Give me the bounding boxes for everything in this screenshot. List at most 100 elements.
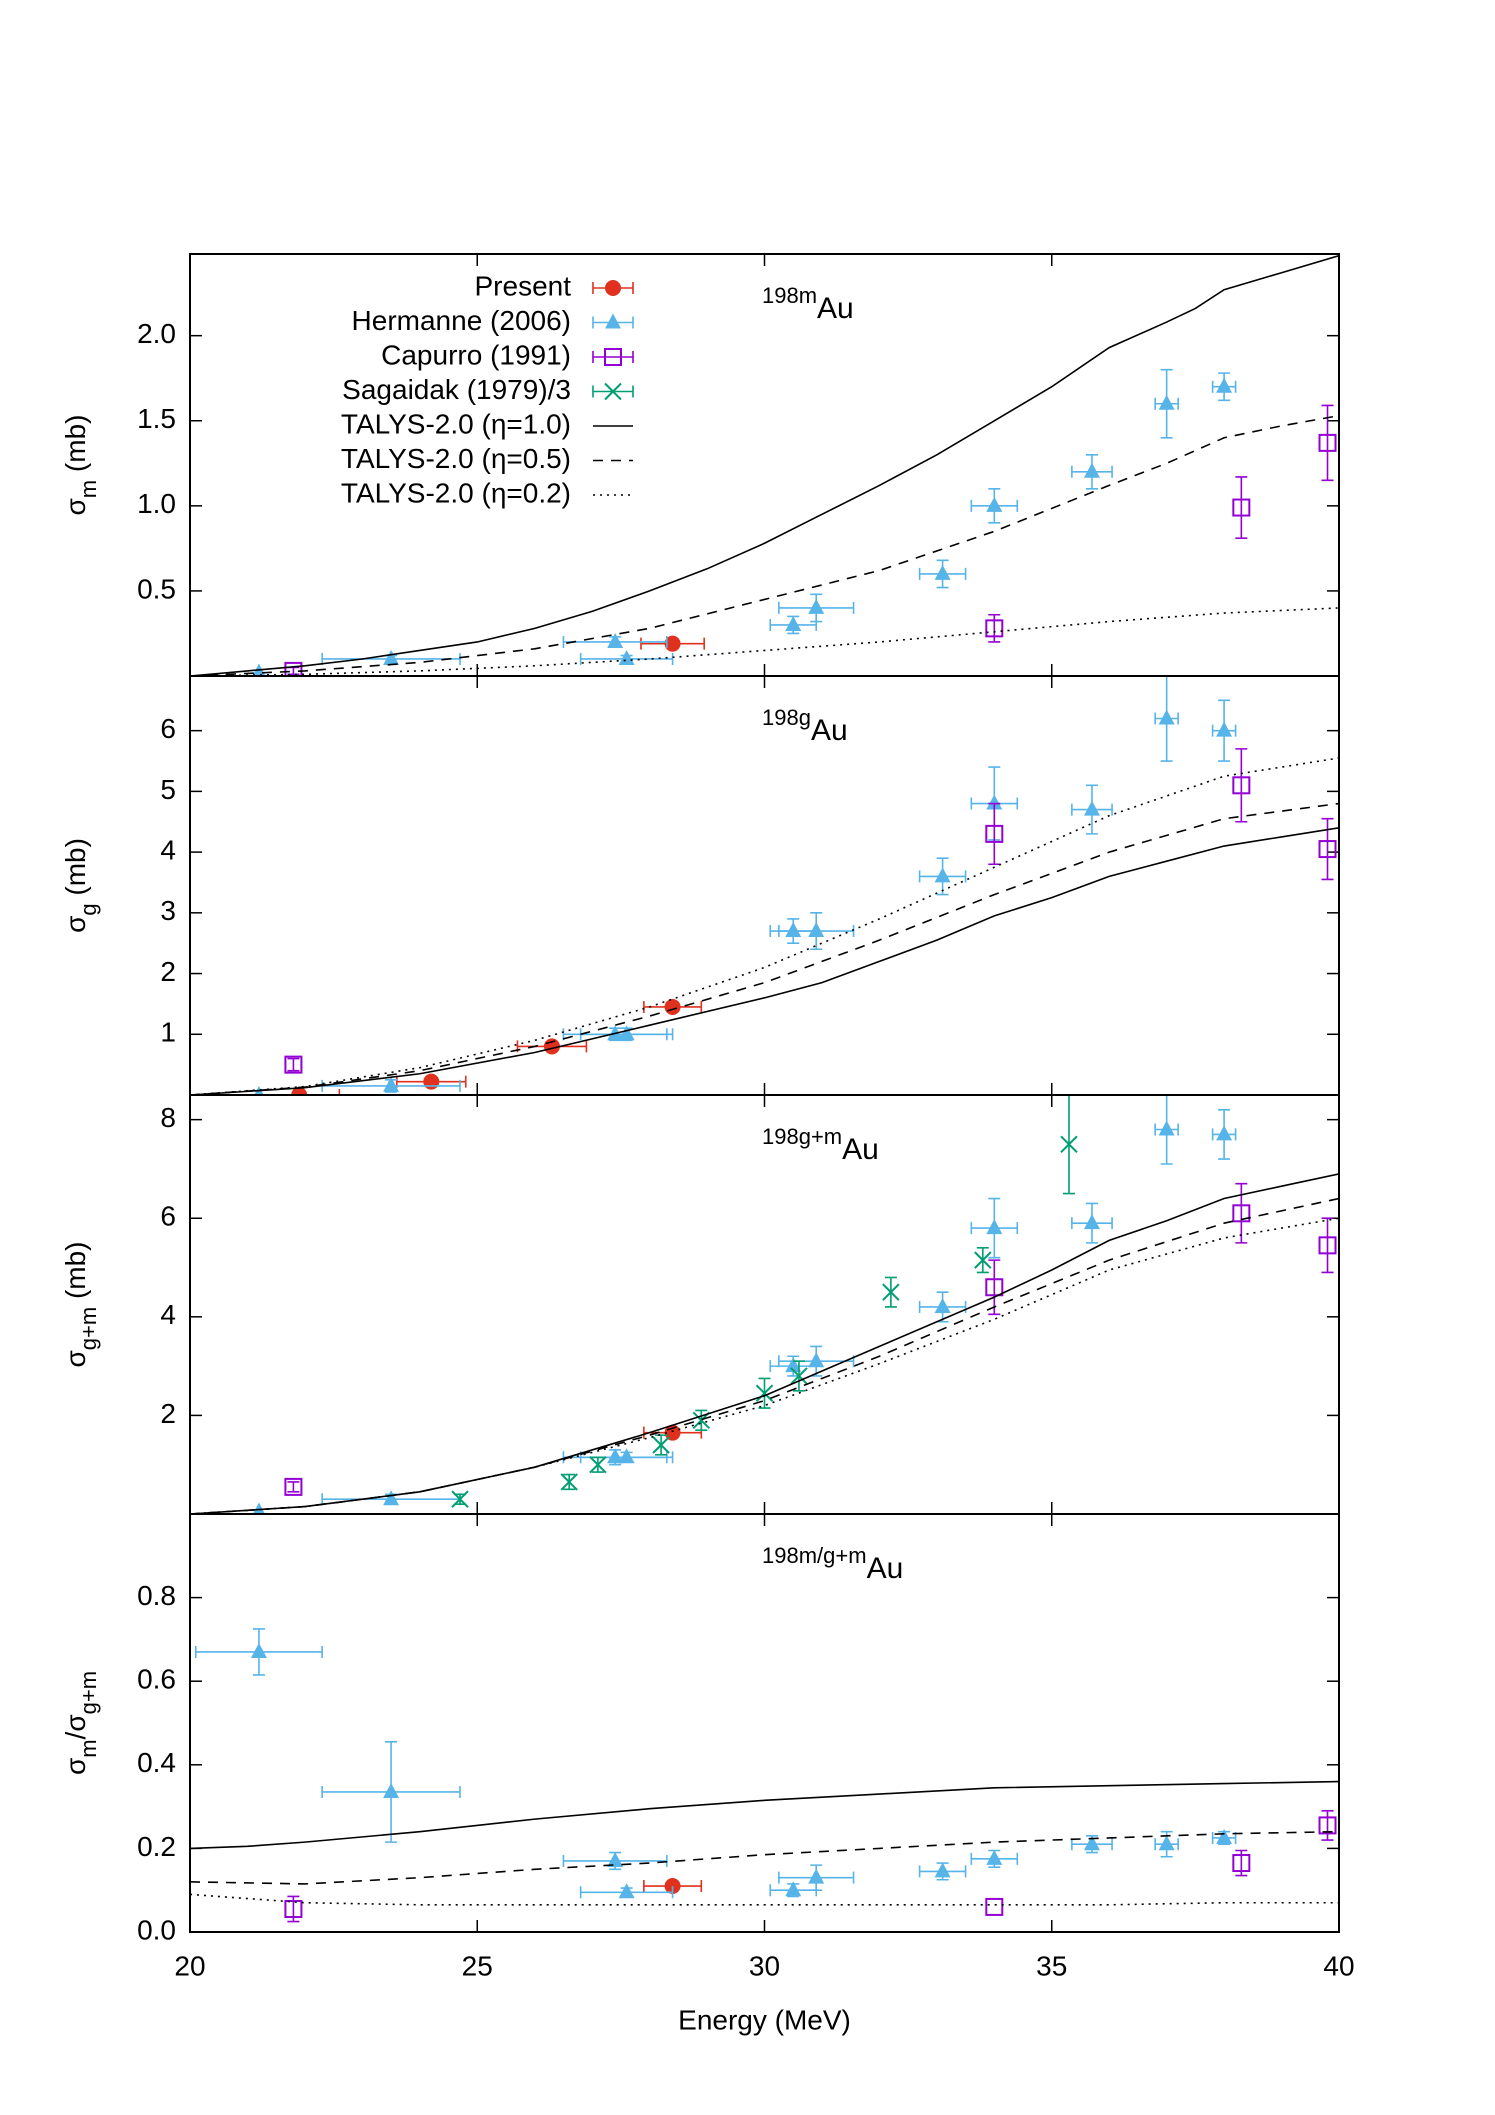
marker bbox=[284, 1055, 303, 1074]
model-curve bbox=[190, 1173, 1339, 1514]
marker bbox=[1216, 721, 1233, 737]
plot-area bbox=[190, 1095, 1339, 1514]
y-axis-label-part: m bbox=[76, 480, 101, 498]
marker bbox=[618, 1883, 635, 1899]
panel-label-main: Au bbox=[842, 1133, 879, 1166]
marker bbox=[383, 649, 400, 665]
marker bbox=[808, 1868, 825, 1884]
marker bbox=[808, 1352, 825, 1368]
y-tick-label: 5 bbox=[160, 774, 176, 805]
y-error-bar bbox=[1321, 817, 1334, 881]
marker bbox=[1158, 1120, 1175, 1136]
model-curve bbox=[190, 1197, 1339, 1514]
marker bbox=[985, 1897, 1004, 1916]
y-axis-label: σg (mb) bbox=[60, 838, 101, 933]
model-curve bbox=[190, 607, 1339, 676]
marker bbox=[618, 1025, 635, 1041]
model-curve bbox=[190, 802, 1339, 1095]
marker bbox=[785, 1357, 802, 1373]
marker bbox=[1232, 776, 1251, 795]
marker bbox=[755, 1384, 774, 1402]
marker bbox=[985, 824, 1004, 843]
panel: 1 2 3 4 5 6 198gAu σg (mb) bbox=[60, 675, 1340, 1096]
y-tick-label: 1.5 bbox=[137, 403, 176, 434]
legend: Present Hermanne (2006)Capurro (1991) Saga… bbox=[341, 270, 634, 508]
marker bbox=[1318, 433, 1337, 452]
panel: 0.0 0.2 0.4 0.6 0.8 20 25 30 35 40 198m/g+mAu σm/σg… bbox=[60, 1513, 1355, 2035]
y-tick-label: 4 bbox=[160, 834, 176, 865]
panel-label-sup: 198g bbox=[762, 705, 811, 730]
panel-label-main: Au bbox=[811, 714, 848, 747]
y-axis-label-part: σ bbox=[60, 916, 91, 933]
model-curve bbox=[190, 1217, 1339, 1514]
marker bbox=[664, 1878, 681, 1895]
plot-area bbox=[190, 1628, 1339, 1923]
marker bbox=[605, 313, 621, 329]
marker bbox=[451, 1490, 469, 1508]
marker bbox=[1216, 377, 1233, 393]
y-axis-label: σm (mb) bbox=[60, 415, 101, 516]
legend-label: Present bbox=[475, 270, 572, 301]
y-error-bar bbox=[287, 1481, 300, 1493]
legend-label: TALYS-2.0 (η=1.0) bbox=[341, 408, 571, 439]
marker bbox=[664, 998, 681, 1015]
y-error-bar bbox=[1235, 1182, 1248, 1244]
marker bbox=[604, 382, 622, 401]
marker bbox=[1158, 1835, 1175, 1851]
marker bbox=[1158, 394, 1175, 410]
x-tick-label: 35 bbox=[1036, 1950, 1067, 1981]
y-tick-label: 0.6 bbox=[137, 1664, 176, 1695]
marker bbox=[934, 564, 951, 580]
panel-label-main: Au bbox=[817, 292, 854, 325]
y-error-bar bbox=[988, 613, 1001, 643]
y-tick-label: 1 bbox=[160, 1017, 176, 1048]
y-tick-label: 6 bbox=[160, 1201, 176, 1232]
marker bbox=[1083, 1214, 1100, 1230]
marker bbox=[607, 632, 624, 648]
y-axis-label-part: m bbox=[76, 1739, 101, 1757]
marker bbox=[607, 1851, 624, 1867]
y-axis-label-part: (mb) bbox=[60, 838, 91, 903]
marker bbox=[785, 922, 802, 938]
marker bbox=[985, 1278, 1004, 1297]
y-axis-label-part: (mb) bbox=[60, 415, 91, 480]
marker bbox=[560, 1473, 578, 1491]
y-axis-label-part: (mb) bbox=[60, 1241, 91, 1306]
model-curve bbox=[190, 254, 1339, 676]
y-tick-label: 0.2 bbox=[137, 1831, 176, 1862]
panel-label: 198g+mAu bbox=[762, 1124, 879, 1166]
y-error-bar bbox=[1235, 748, 1248, 823]
y-tick-label: 4 bbox=[160, 1299, 176, 1330]
y-tick-label: 0.4 bbox=[137, 1747, 176, 1778]
y-axis-label-part: σ bbox=[60, 1758, 91, 1775]
y-axis-label-part: σ bbox=[60, 1350, 91, 1367]
y-error-bar bbox=[1321, 1217, 1334, 1274]
model-curve bbox=[190, 827, 1339, 1095]
marker bbox=[1318, 1816, 1337, 1835]
y-tick-label: 2 bbox=[160, 956, 176, 987]
marker bbox=[1158, 709, 1175, 725]
legend-label: Sagaidak (1979)/3 bbox=[342, 374, 571, 405]
marker bbox=[882, 1283, 900, 1301]
marker bbox=[1318, 840, 1337, 859]
x-tick-label: 20 bbox=[174, 1950, 205, 1981]
y-tick-label: 6 bbox=[160, 713, 176, 744]
plot-area bbox=[190, 676, 1339, 1095]
y-error-bar bbox=[988, 1259, 1001, 1316]
y-error-bar bbox=[1321, 1809, 1334, 1841]
model-curve bbox=[190, 1830, 1339, 1885]
y-error-bar bbox=[988, 802, 1001, 866]
marker bbox=[808, 598, 825, 614]
model-curve bbox=[190, 757, 1339, 1095]
legend-swatch bbox=[592, 351, 634, 363]
marker bbox=[284, 1900, 303, 1919]
marker bbox=[1083, 462, 1100, 478]
marker bbox=[664, 635, 681, 652]
marker bbox=[252, 1502, 266, 1514]
marker bbox=[986, 1849, 1003, 1865]
marker bbox=[1232, 1204, 1251, 1223]
marker bbox=[1083, 1835, 1100, 1851]
marker bbox=[250, 1642, 267, 1658]
